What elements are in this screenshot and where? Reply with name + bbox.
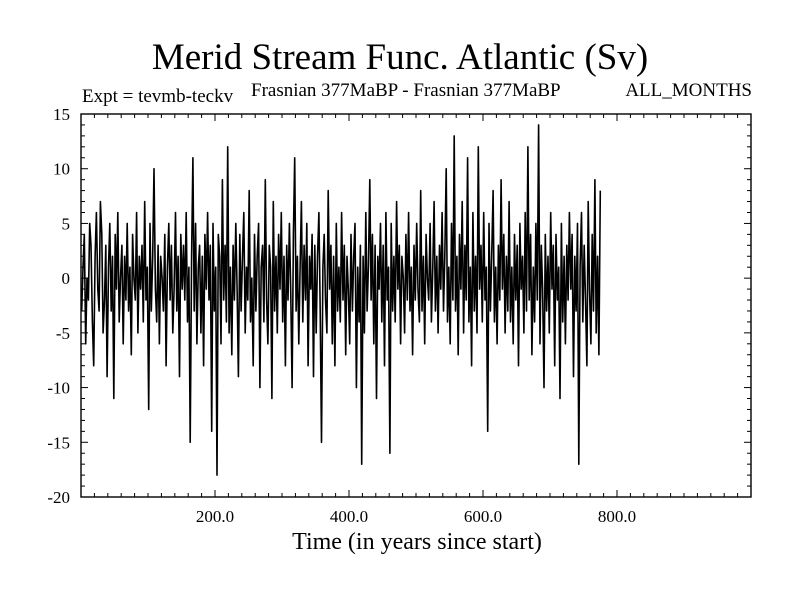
- y-tick-label: -10: [47, 379, 70, 398]
- y-tick-label: -5: [56, 324, 70, 343]
- x-tick-label: 800.0: [598, 507, 636, 526]
- ticks-layer: -20 -15 -10 -5 0 5 10 15 200.0 400.0 600.0 800.0: [47, 105, 751, 526]
- y-tick-label: 10: [53, 160, 70, 179]
- plot-frame: [80, 113, 752, 498]
- experiment-label: Expt = tevmb-teckv: [82, 86, 234, 107]
- series-layer: [80, 124, 602, 476]
- series-line-0: [80, 124, 602, 476]
- x-tick-label: 200.0: [196, 507, 234, 526]
- x-axis-label: Time (in years since start): [292, 529, 542, 555]
- y-tick-label: -15: [47, 433, 70, 452]
- y-tick-label: 15: [53, 105, 70, 124]
- chart-title: Merid Stream Func. Atlantic (Sv): [151, 37, 649, 78]
- y-tick-label: -20: [47, 488, 70, 507]
- period-label: Frasnian 377MaBP - Frasnian 377MaBP: [251, 80, 561, 101]
- y-tick-label: 0: [62, 269, 71, 288]
- x-tick-label: 400.0: [330, 507, 368, 526]
- y-tick-label: 5: [62, 214, 71, 233]
- months-label: ALL_MONTHS: [625, 80, 752, 101]
- x-tick-label: 600.0: [464, 507, 502, 526]
